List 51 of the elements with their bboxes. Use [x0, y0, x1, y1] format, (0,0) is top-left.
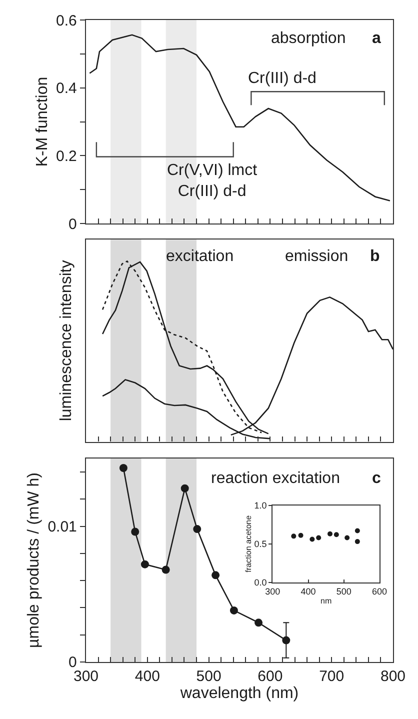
point [291, 534, 296, 539]
point [162, 566, 170, 574]
point [354, 528, 360, 534]
y-axis-title: luminescence intensity [58, 260, 75, 422]
y-axis-title: µmole products / (mW h) [26, 472, 43, 648]
y-axis-title: fraction acetone [244, 514, 253, 572]
annotation: reaction excitation [211, 470, 340, 487]
y-tick-label: 0 [68, 216, 77, 233]
y-tick-label: 1.0 [254, 500, 267, 510]
y-tick-label: 0.0 [254, 578, 267, 588]
x-tick-label: 600 [372, 586, 388, 596]
point [193, 525, 202, 534]
annotation: a [372, 30, 381, 47]
annotation: b [370, 248, 380, 265]
annotation: excitation [166, 248, 234, 265]
annotation: Cr(III) d-d [248, 70, 316, 87]
point [354, 539, 360, 544]
point [328, 531, 332, 536]
point [140, 560, 149, 568]
y-tick-label: 0.4 [56, 80, 77, 98]
annotation: c [372, 470, 381, 487]
point [316, 535, 322, 540]
y-tick-label: 0.5 [254, 539, 267, 550]
x-tick-label: 600 [258, 668, 283, 686]
point [282, 636, 290, 644]
x-tick-label: 500 [196, 668, 222, 686]
point [298, 532, 304, 538]
x-tick-label: 700 [319, 668, 344, 686]
y-tick-label: 0.01 [48, 518, 77, 536]
y-axis-title: K-M function [34, 76, 51, 167]
point [230, 606, 238, 614]
point [180, 484, 189, 492]
x-axis-title: wavelength (nm) [179, 685, 299, 702]
point [344, 535, 350, 540]
annotation: emission [285, 248, 348, 265]
y-tick-label: 0.2 [56, 148, 77, 165]
x-axis-title: nm [320, 596, 332, 606]
point [212, 571, 220, 580]
point [131, 528, 140, 536]
annotation: Cr(V,VI) lmct Cr(III) d-d [167, 162, 258, 200]
point [310, 536, 315, 542]
x-tick-label: 300 [265, 586, 280, 596]
x-tick-label: 500 [336, 586, 352, 596]
point [334, 532, 339, 538]
y-tick-label: 0.6 [56, 12, 77, 30]
x-tick-label: 400 [300, 586, 316, 596]
annotation: absorption [271, 30, 346, 47]
point [119, 464, 128, 472]
point [254, 618, 263, 627]
x-tick-label: 400 [134, 668, 160, 686]
x-tick-label: 800 [380, 668, 406, 686]
